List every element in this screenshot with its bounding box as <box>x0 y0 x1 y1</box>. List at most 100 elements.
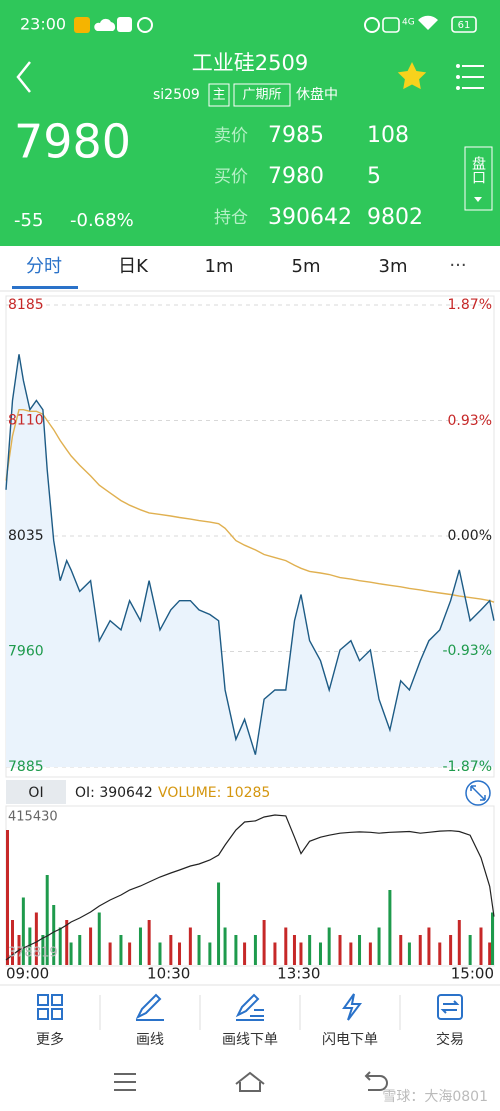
volume-bar <box>11 920 15 965</box>
volume-bar <box>438 942 442 965</box>
y2-tick-label: 0.93% <box>448 413 492 429</box>
y-tick-label: 7885 <box>8 759 44 775</box>
quote-value: 390642 <box>268 205 352 230</box>
volume-bar <box>318 942 322 965</box>
status-network: 4G <box>402 18 415 28</box>
volume-bar <box>349 942 353 965</box>
average-line <box>5 409 495 603</box>
volume-bar <box>377 927 381 965</box>
expand-button[interactable] <box>465 780 491 806</box>
volume-bar <box>169 935 173 965</box>
legend-label: OI: 390642 <box>75 785 153 801</box>
tag: 广期所 <box>242 88 281 103</box>
tag-box <box>233 83 291 107</box>
volume-bar <box>69 942 73 965</box>
tag-box <box>208 83 230 107</box>
y-tick-label: 7960 <box>8 644 44 660</box>
volume-bar <box>217 882 221 965</box>
volume-bar <box>89 927 93 965</box>
nav-label[interactable]: 闪电下单 <box>322 1032 378 1048</box>
volume-bar <box>327 927 331 965</box>
nav-icons <box>37 993 463 1021</box>
quote-label: 买价 <box>214 167 248 187</box>
volume-bar <box>223 927 227 965</box>
volume-bar <box>208 942 212 965</box>
tag: 主 <box>212 88 225 103</box>
volume-bar <box>119 935 123 965</box>
volume-bar <box>21 897 25 965</box>
tab[interactable]: 分时 <box>26 256 62 277</box>
volume-bar <box>358 935 362 965</box>
status-icons <box>74 15 477 33</box>
volume-bar <box>262 920 266 965</box>
quote-label: 卖价 <box>214 126 248 146</box>
volume-bar <box>299 942 303 965</box>
indicator-tab-bg[interactable] <box>6 780 66 804</box>
volume-bar <box>449 935 453 965</box>
volume-bar <box>34 912 38 965</box>
y-tick-label: 8035 <box>8 528 44 544</box>
nav-label[interactable]: 更多 <box>36 1031 64 1048</box>
tab[interactable]: 5m <box>292 256 321 277</box>
tab[interactable]: 日K <box>118 256 149 277</box>
volume-bar <box>308 935 312 965</box>
volume-bar <box>292 935 296 965</box>
volume-bar <box>41 935 45 965</box>
volume-bar <box>108 942 112 965</box>
volume-bar <box>368 942 372 965</box>
status-battery: 61 <box>458 20 471 31</box>
side-button[interactable] <box>464 146 493 211</box>
side-button-label[interactable]: 盘口 <box>470 155 486 184</box>
back-button[interactable] <box>16 61 31 93</box>
y2-tick-label: -1.87% <box>442 759 492 775</box>
x-tick-label: 15:00 <box>451 965 494 983</box>
x-tick-label: 10:30 <box>147 965 190 983</box>
tab-bar: 分时 日K 1m 5m 3m <box>12 256 408 289</box>
nav-label[interactable]: 画线 <box>136 1032 164 1048</box>
price-area <box>6 354 494 767</box>
volume-bar <box>253 935 257 965</box>
nav-separators <box>99 995 401 1030</box>
volume-bar <box>468 935 472 965</box>
volume-bar <box>284 927 288 965</box>
volume-bar <box>243 942 247 965</box>
volume-bar <box>491 912 494 965</box>
watermark: 雪球：大海0801 <box>382 1089 488 1105</box>
system-nav[interactable] <box>114 1071 388 1092</box>
volume-bar <box>52 905 56 965</box>
more-tabs[interactable]: ··· <box>449 255 466 276</box>
status-time: 23:00 <box>20 15 66 34</box>
volume-bar <box>479 927 483 965</box>
y-tick-label: 8110 <box>8 413 44 429</box>
quote-value: 7985 <box>268 123 324 148</box>
volume-chart: OI OI: 390642 VOLUME: 10285 415430 378819 09:… <box>5 785 495 983</box>
favorite-star[interactable] <box>397 62 427 90</box>
indicator-tab[interactable]: OI <box>28 785 43 801</box>
tab[interactable]: 3m <box>379 256 408 277</box>
volume-bar <box>65 920 69 965</box>
menu-button[interactable] <box>456 64 484 90</box>
volume-bar <box>158 942 162 965</box>
tab[interactable]: 1m <box>205 256 234 277</box>
nav-label[interactable]: 画线下单 <box>222 1032 278 1048</box>
y-tick-label: 378819 <box>8 946 58 961</box>
quote-label: 持仓 <box>214 208 248 228</box>
volume-bar <box>188 927 192 965</box>
volume-bar <box>6 830 9 965</box>
volume-bar <box>407 942 411 965</box>
contract-title: 工业硅2509 <box>192 51 308 75</box>
x-tick-label: 13:30 <box>277 965 320 983</box>
volume-bar <box>197 935 201 965</box>
side-button-arrow <box>474 197 482 202</box>
y-tick-label: 415430 <box>8 810 58 825</box>
volume-bar <box>28 927 32 965</box>
market-status: 休盘中 <box>296 86 338 103</box>
volume-bar <box>388 890 392 965</box>
volume-bar <box>273 942 277 965</box>
volume-bar <box>427 927 431 965</box>
volume-bar <box>45 875 49 965</box>
nav-label[interactable]: 交易 <box>436 1031 464 1048</box>
volume-bar <box>58 927 62 965</box>
price-chart: 8185 8110 8035 7960 7885 1.87% 0.93% 0.00% -0.93… <box>5 295 495 778</box>
